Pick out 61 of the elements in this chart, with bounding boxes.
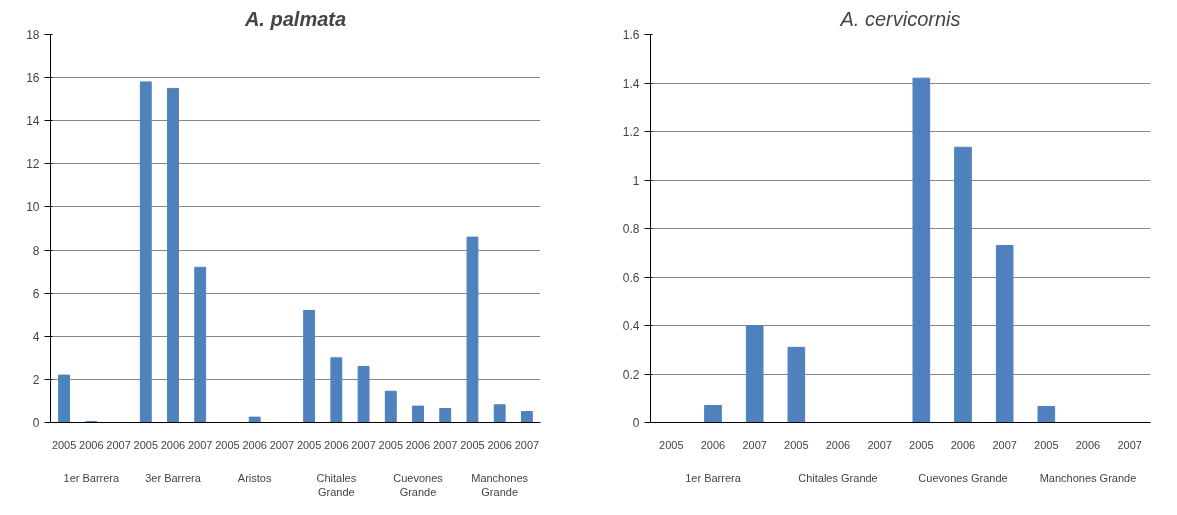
x-tick-label: 2007 — [187, 438, 213, 451]
x-tick-label: 2005 — [378, 438, 404, 451]
y-tick-label: 14 — [26, 114, 40, 129]
x-tick-label: 2006 — [160, 438, 186, 451]
y-tick-label: 0.2 — [622, 367, 640, 382]
x-tick-label: 2006 — [324, 438, 349, 451]
x-tick-label: 2005 — [215, 438, 240, 451]
y-tick-label: 1.2 — [622, 125, 640, 139]
text: Chitales Grande — [316, 471, 357, 498]
y-tick-label: 0 — [632, 416, 640, 430]
x-tick-label: 2007 — [432, 438, 458, 451]
x-tick-label: 2007 — [514, 438, 540, 451]
x-tick-label: 2007 — [1117, 438, 1142, 451]
x-tick-label: 2006 — [950, 438, 976, 451]
x-tick-label: 2005 — [1034, 438, 1059, 451]
y-tick-label: 12 — [26, 157, 40, 172]
y-tick-label: 18 — [26, 28, 40, 42]
text: Aristos — [237, 471, 272, 484]
y-tick-label: 1.4 — [622, 76, 640, 91]
x-tick-label: 2005 — [659, 438, 684, 451]
text: 1er Barrera — [63, 471, 121, 484]
x-tick-label: 2007 — [992, 438, 1017, 451]
text: Chitales Grande — [798, 471, 878, 484]
x-tick-label: 2006 — [825, 438, 851, 451]
x-tick-label: 2007 — [742, 438, 767, 451]
chart-title: A. cervicornis — [839, 7, 961, 30]
x-tick-label: 2006 — [242, 438, 267, 451]
y-tick-label: 16 — [26, 71, 40, 86]
x-tick-label: 2007 — [269, 438, 295, 451]
y-tick-label: 2 — [32, 372, 40, 387]
y-tick-label: 4 — [32, 329, 40, 344]
text: Cuevones Grande — [393, 471, 444, 498]
x-tick-label: 2005 — [460, 438, 485, 451]
x-tick-label: 2007 — [351, 438, 376, 451]
y-tick-label: 1 — [632, 173, 640, 188]
y-tick-label: 1.6 — [622, 28, 640, 42]
text: 3er Barrera — [145, 471, 202, 484]
x-tick-label: 2006 — [1075, 438, 1101, 451]
x-tick-label: 2007 — [867, 438, 892, 451]
y-tick-label: 8 — [32, 243, 40, 258]
y-tick-label: 0 — [32, 416, 40, 430]
x-tick-label: 2006 — [79, 438, 104, 451]
x-tick-label: 2006 — [487, 438, 512, 451]
text: Manchones Grande — [1039, 471, 1137, 484]
x-tick-label: 2006 — [700, 438, 726, 451]
y-tick-label: 0.8 — [622, 222, 640, 236]
y-tick-label: 0.4 — [622, 319, 640, 333]
x-tick-label: 2005 — [133, 438, 159, 451]
x-tick-label: 2005 — [784, 438, 809, 451]
text: 1er Barrera — [685, 471, 742, 484]
y-tick-label: 10 — [26, 200, 40, 215]
y-tick-label: 0.6 — [622, 270, 640, 285]
chart-title: A. palmata — [243, 7, 347, 30]
x-tick-label: 2005 — [909, 438, 934, 451]
text: Cuevones Grande — [918, 471, 1008, 484]
x-tick-label: 2006 — [405, 438, 431, 451]
y-tick-label: 6 — [32, 286, 40, 301]
x-tick-label: 2005 — [296, 438, 322, 451]
text: Manchones Grande — [471, 471, 529, 498]
x-tick-label: 2005 — [51, 438, 77, 451]
x-tick-label: 2007 — [106, 438, 131, 451]
